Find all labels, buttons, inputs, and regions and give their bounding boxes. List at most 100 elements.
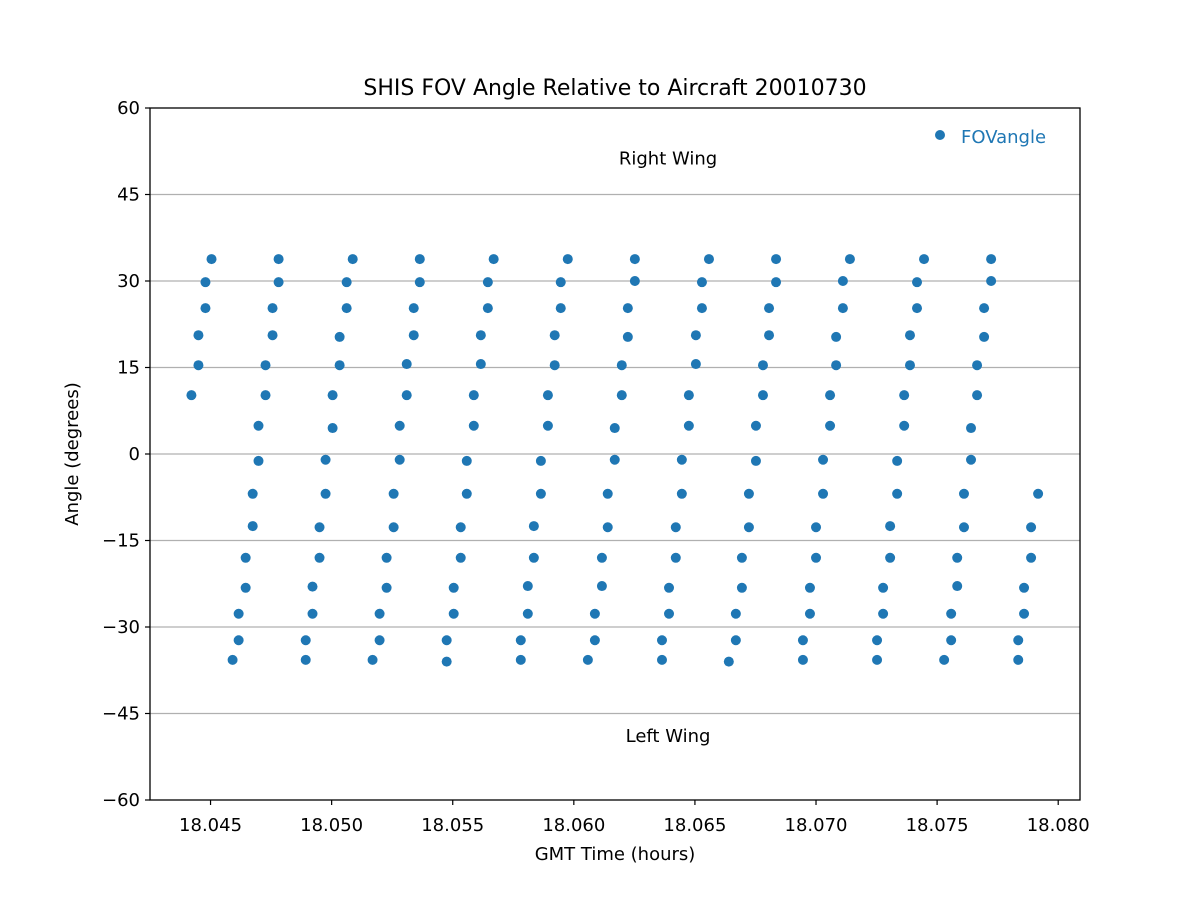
data-point: [696, 277, 707, 288]
data-point: [872, 654, 883, 665]
data-point: [193, 330, 204, 341]
data-point: [455, 552, 466, 563]
data-point: [441, 635, 452, 646]
data-point: [461, 455, 472, 466]
data-point: [743, 488, 754, 499]
y-axis-label: Angle (degrees): [62, 382, 83, 525]
data-point: [609, 423, 620, 434]
data-point: [664, 582, 675, 593]
data-point: [253, 455, 264, 466]
data-point: [629, 254, 640, 265]
data-point: [825, 390, 836, 401]
data-point: [878, 608, 889, 619]
data-point: [528, 552, 539, 563]
data-point: [394, 420, 405, 431]
data-point: [892, 488, 903, 499]
y-axis-ticks: −60 −45 −30 −15 0 15 30 45 60: [102, 98, 150, 811]
data-point: [589, 608, 600, 619]
data-point: [602, 488, 613, 499]
data-point: [401, 390, 412, 401]
data-point: [300, 654, 311, 665]
data-point: [723, 656, 734, 667]
x-tick-label: 18.075: [906, 815, 969, 836]
data-point: [972, 390, 983, 401]
data-point: [542, 390, 553, 401]
data-point: [247, 488, 258, 499]
data-point: [488, 254, 499, 265]
data-point: [414, 254, 425, 265]
data-point: [919, 254, 930, 265]
data-point: [946, 635, 957, 646]
data-point: [1026, 522, 1037, 533]
data-point: [482, 303, 493, 314]
data-point: [1013, 635, 1024, 646]
data-point: [811, 552, 822, 563]
data-point: [878, 582, 889, 593]
data-point: [461, 488, 472, 499]
x-tick-label: 18.070: [785, 815, 848, 836]
data-point: [320, 454, 331, 465]
legend-label: FOVangle: [961, 127, 1046, 148]
data-point: [771, 254, 782, 265]
data-point: [388, 488, 399, 499]
data-point: [247, 521, 258, 532]
data-point: [582, 654, 593, 665]
data-point: [904, 360, 915, 371]
data-point: [408, 303, 419, 314]
data-point: [670, 552, 681, 563]
x-axis-label: GMT Time (hours): [535, 844, 696, 865]
data-point: [986, 254, 997, 265]
data-point: [912, 277, 923, 288]
data-point: [589, 635, 600, 646]
data-point: [818, 488, 829, 499]
data-point: [616, 360, 627, 371]
data-point: [334, 331, 345, 342]
data-point: [260, 390, 271, 401]
data-point: [307, 581, 318, 592]
data-point: [831, 360, 842, 371]
data-point: [273, 277, 284, 288]
data-point: [227, 654, 238, 665]
data-point: [622, 303, 633, 314]
data-point: [690, 330, 701, 341]
data-point: [602, 522, 613, 533]
data-point: [696, 303, 707, 314]
data-point: [542, 420, 553, 431]
data-point: [341, 277, 352, 288]
data-point: [200, 277, 211, 288]
data-point: [966, 423, 977, 434]
data-point: [804, 608, 815, 619]
annotation-label: Right Wing: [619, 149, 717, 170]
data-point: [958, 488, 969, 499]
data-points: [186, 254, 1044, 667]
data-point: [972, 360, 983, 371]
y-tick-label: −15: [102, 531, 140, 552]
data-point: [818, 454, 829, 465]
data-point: [267, 303, 278, 314]
data-point: [367, 654, 378, 665]
data-point: [408, 330, 419, 341]
data-point: [341, 303, 352, 314]
data-point: [736, 582, 747, 593]
data-point: [240, 552, 251, 563]
data-point: [200, 303, 211, 314]
data-point: [455, 522, 466, 533]
x-tick-label: 18.060: [542, 815, 605, 836]
data-point: [1013, 654, 1024, 665]
data-point: [388, 522, 399, 533]
data-point: [743, 522, 754, 533]
data-point: [797, 654, 808, 665]
data-point: [381, 552, 392, 563]
data-point: [562, 254, 573, 265]
data-point: [622, 331, 633, 342]
data-point: [683, 420, 694, 431]
data-point: [831, 331, 842, 342]
x-tick-label: 18.045: [179, 815, 242, 836]
data-point: [979, 331, 990, 342]
data-point: [253, 420, 264, 431]
data-point: [609, 454, 620, 465]
data-point: [475, 330, 486, 341]
data-point: [468, 420, 479, 431]
